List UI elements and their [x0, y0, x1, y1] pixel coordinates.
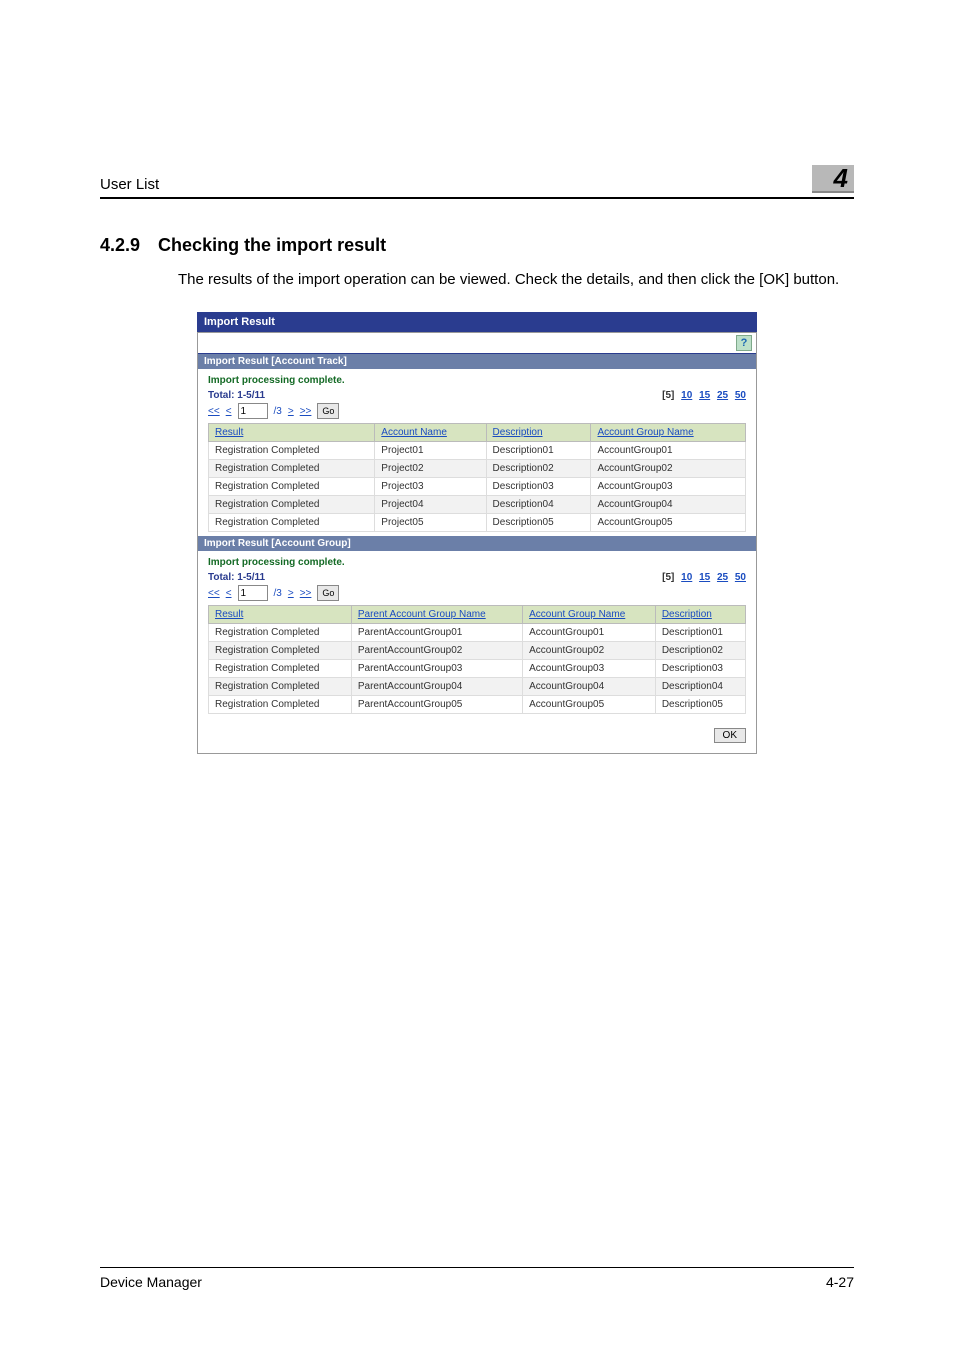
- size-15[interactable]: 15: [699, 572, 710, 583]
- footer-left: Device Manager: [100, 1274, 202, 1290]
- table-row: Registration Completed Project04 Descrip…: [209, 496, 746, 514]
- group-header: Import Result [Account Group]: [198, 536, 756, 551]
- ok-button[interactable]: OK: [714, 728, 746, 743]
- track-total-label: Total:: [208, 390, 234, 401]
- pager-total: /3: [274, 406, 282, 417]
- chapter-number-badge: 4: [812, 165, 854, 193]
- pager-next[interactable]: >: [288, 406, 294, 417]
- size-25[interactable]: 25: [717, 390, 728, 401]
- pager-first[interactable]: <<: [208, 406, 220, 417]
- pager-total: /3: [274, 588, 282, 599]
- page-header-title: User List: [100, 176, 159, 193]
- size-15[interactable]: 15: [699, 390, 710, 401]
- group-page-sizes: [5] 10 15 25 50: [662, 572, 746, 583]
- track-total-value: 1-5/11: [237, 390, 265, 401]
- size-10[interactable]: 10: [681, 390, 692, 401]
- table-row: Registration Completed Project03 Descrip…: [209, 478, 746, 496]
- col-account-name[interactable]: Account Name: [375, 424, 486, 442]
- table-row: Registration Completed Project01 Descrip…: [209, 442, 746, 460]
- section-body: The results of the import operation can …: [178, 270, 854, 290]
- size-5: [5]: [662, 572, 674, 583]
- group-table: Result Parent Account Group Name Account…: [208, 605, 746, 714]
- group-status: Import processing complete.: [208, 557, 746, 568]
- track-page-sizes: [5] 10 15 25 50: [662, 390, 746, 401]
- col-account-group-name[interactable]: Account Group Name: [591, 424, 746, 442]
- col-parent-group[interactable]: Parent Account Group Name: [351, 606, 522, 624]
- track-header: Import Result [Account Track]: [198, 354, 756, 369]
- size-5: [5]: [662, 390, 674, 401]
- pager-input[interactable]: [238, 585, 268, 601]
- dialog-title: Import Result: [197, 312, 757, 332]
- section-number: 4.2.9: [100, 235, 140, 256]
- table-row: Registration Completed ParentAccountGrou…: [209, 660, 746, 678]
- size-50[interactable]: 50: [735, 390, 746, 401]
- table-row: Registration Completed ParentAccountGrou…: [209, 624, 746, 642]
- pager-go-button[interactable]: Go: [317, 403, 339, 419]
- section-title: Checking the import result: [158, 235, 386, 256]
- pager-last[interactable]: >>: [300, 406, 312, 417]
- pager-first[interactable]: <<: [208, 588, 220, 599]
- size-50[interactable]: 50: [735, 572, 746, 583]
- pager-go-button[interactable]: Go: [317, 585, 339, 601]
- table-row: Registration Completed ParentAccountGrou…: [209, 642, 746, 660]
- table-row: Registration Completed ParentAccountGrou…: [209, 678, 746, 696]
- pager-input[interactable]: [238, 403, 268, 419]
- table-row: Registration Completed ParentAccountGrou…: [209, 696, 746, 714]
- pager-next[interactable]: >: [288, 588, 294, 599]
- table-row: Registration Completed Project05 Descrip…: [209, 514, 746, 532]
- group-total-label: Total:: [208, 572, 234, 583]
- pager-prev[interactable]: <: [226, 588, 232, 599]
- col-description[interactable]: Description: [655, 606, 745, 624]
- col-result[interactable]: Result: [209, 424, 375, 442]
- col-result[interactable]: Result: [209, 606, 352, 624]
- pager-prev[interactable]: <: [226, 406, 232, 417]
- size-25[interactable]: 25: [717, 572, 728, 583]
- footer-right: 4-27: [826, 1274, 854, 1290]
- help-icon[interactable]: ?: [736, 335, 752, 351]
- table-row: Registration Completed Project02 Descrip…: [209, 460, 746, 478]
- col-account-group-name[interactable]: Account Group Name: [523, 606, 656, 624]
- track-table: Result Account Name Description Account …: [208, 423, 746, 532]
- track-status: Import processing complete.: [208, 375, 746, 386]
- col-description[interactable]: Description: [486, 424, 591, 442]
- size-10[interactable]: 10: [681, 572, 692, 583]
- pager-last[interactable]: >>: [300, 588, 312, 599]
- group-total-value: 1-5/11: [237, 572, 265, 583]
